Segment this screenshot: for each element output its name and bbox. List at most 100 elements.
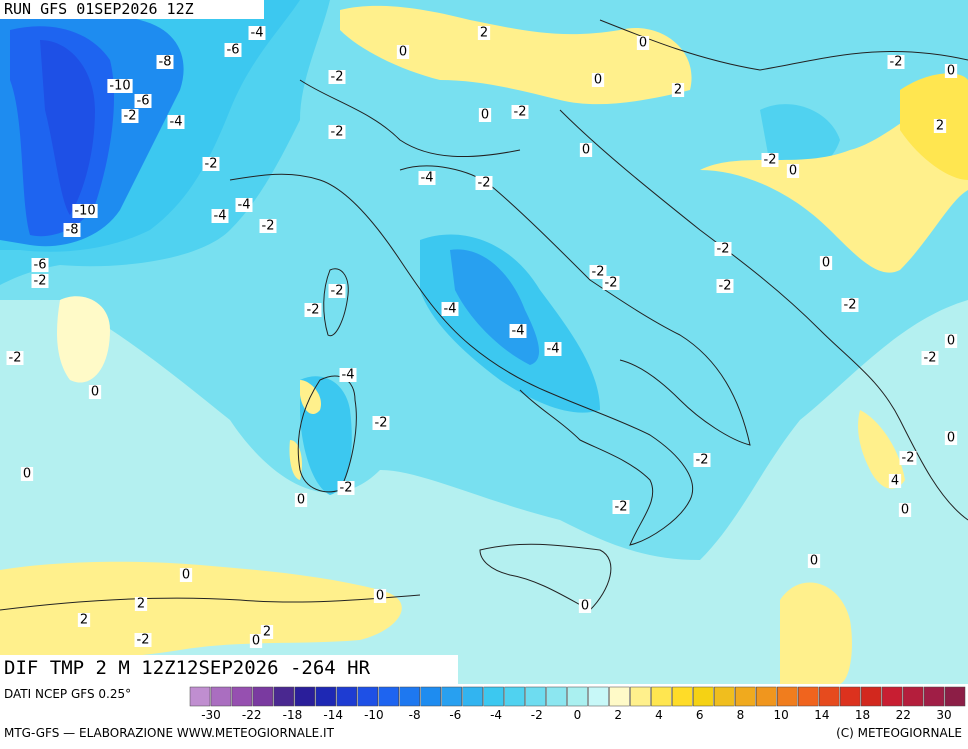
contour-label: -2 — [328, 284, 346, 299]
colorbar-tick-label: -14 — [323, 708, 343, 722]
contour-label: -2 — [372, 416, 390, 431]
label-bg — [579, 143, 593, 157]
contour-label: -2 — [921, 351, 939, 366]
label-bg — [167, 115, 185, 129]
contour-value: -2 — [340, 481, 353, 496]
contour-value: 0 — [810, 554, 818, 569]
contour-label: -6 — [134, 94, 152, 109]
contour-value: -6 — [227, 43, 240, 58]
colorbar-swatch — [839, 686, 861, 707]
contour-label: -2 — [841, 298, 859, 313]
contour-value: -4 — [170, 115, 183, 130]
colorbar-swatch — [818, 686, 840, 707]
contour-value: -2 — [331, 70, 344, 85]
contour-value: -2 — [719, 279, 732, 294]
label-bg — [134, 597, 148, 611]
label-bg — [898, 503, 912, 517]
contour-value: 0 — [947, 431, 955, 446]
contour-value: 0 — [399, 45, 407, 60]
contour-label: 0 — [636, 36, 650, 51]
contour-value: 0 — [297, 493, 305, 508]
colorbar-tick-label: -10 — [364, 708, 384, 722]
contour-value: 0 — [594, 73, 602, 88]
colorbar-swatch — [504, 686, 525, 707]
colorbar-swatch — [881, 686, 903, 707]
contour-value: -2 — [307, 303, 320, 318]
contour-value: 2 — [80, 613, 88, 628]
label-bg — [475, 176, 493, 190]
contour-label: -2 — [121, 109, 139, 124]
colorbar-swatch — [294, 686, 316, 707]
contour-label: -4 — [235, 198, 253, 213]
label-bg — [933, 119, 947, 133]
colorbar-tick-label: 22 — [896, 708, 911, 722]
contour-label: 2 — [671, 83, 685, 98]
colorbar-swatch — [756, 686, 777, 707]
contour-label: -2 — [202, 157, 220, 172]
field-title: DIF TMP 2 M 12Z12SEP2026 -264 HR — [4, 657, 371, 679]
contour-label: -2 — [511, 105, 529, 120]
label-bg — [72, 204, 98, 218]
label-bg — [396, 45, 410, 59]
contour-label: -2 — [602, 276, 620, 291]
contour-label: 0 — [944, 334, 958, 349]
label-bg — [478, 108, 492, 122]
contour-value: -2 — [717, 242, 730, 257]
label-bg — [328, 70, 346, 84]
contour-value: 2 — [263, 625, 271, 640]
label-bg — [249, 634, 263, 648]
colorbar-swatch — [944, 686, 966, 707]
contour-value: -10 — [109, 79, 130, 94]
label-bg — [589, 265, 607, 279]
label-bg — [578, 599, 592, 613]
contour-value: -2 — [34, 274, 47, 289]
contour-value: 0 — [947, 64, 955, 79]
contour-value: 2 — [137, 597, 145, 612]
colorbar-swatch — [420, 686, 441, 707]
contour-label: 2 — [933, 119, 947, 134]
label-bg — [121, 109, 139, 123]
contour-label: -2 — [31, 274, 49, 289]
label-bg — [337, 481, 355, 495]
contour-label: -2 — [475, 176, 493, 191]
contour-label: -2 — [693, 453, 711, 468]
colorbar-swatch — [336, 686, 358, 707]
label-bg — [211, 209, 229, 223]
contour-value: 2 — [936, 119, 944, 134]
colorbar-swatch — [189, 686, 211, 707]
contour-label: -2 — [612, 500, 630, 515]
contour-value: -4 — [444, 302, 457, 317]
label-bg — [807, 554, 821, 568]
colorbar-swatch — [378, 686, 399, 707]
colorbar-swatch — [651, 686, 672, 707]
label-bg — [509, 324, 527, 338]
contour-value: -8 — [66, 223, 79, 238]
colorbar-tick-label: 6 — [696, 708, 704, 722]
label-bg — [944, 64, 958, 78]
colorbar: -30 -22 -18 -14 -10 -8 -6 -4 -2 0 2 4 6 8 10 14 18 22 30 — [189, 686, 966, 722]
label-bg — [612, 500, 630, 514]
contour-value: -2 — [696, 453, 709, 468]
label-bg — [944, 334, 958, 348]
contour-label: 0 — [249, 634, 263, 649]
contour-value: -2 — [331, 284, 344, 299]
contour-value: 0 — [182, 568, 190, 583]
contour-value: -8 — [159, 55, 172, 70]
contour-value: 0 — [947, 334, 955, 349]
footer-left: MTG-GFS — ELABORAZIONE WWW.METEOGIORNALE… — [4, 726, 335, 740]
contour-label: -10 — [72, 204, 98, 219]
contour-label: -2 — [304, 303, 322, 318]
colorbar-swatch — [525, 686, 546, 707]
contour-label: -4 — [544, 342, 562, 357]
contour-value: -2 — [605, 276, 618, 291]
contour-value: -2 — [890, 55, 903, 70]
contour-label: -4 — [509, 324, 527, 339]
contour-value: 2 — [674, 83, 682, 98]
label-bg — [671, 83, 685, 97]
contour-label: -4 — [418, 171, 436, 186]
contour-label: 0 — [478, 108, 492, 123]
contour-label: -2 — [887, 55, 905, 70]
colorbar-swatch — [357, 686, 379, 707]
